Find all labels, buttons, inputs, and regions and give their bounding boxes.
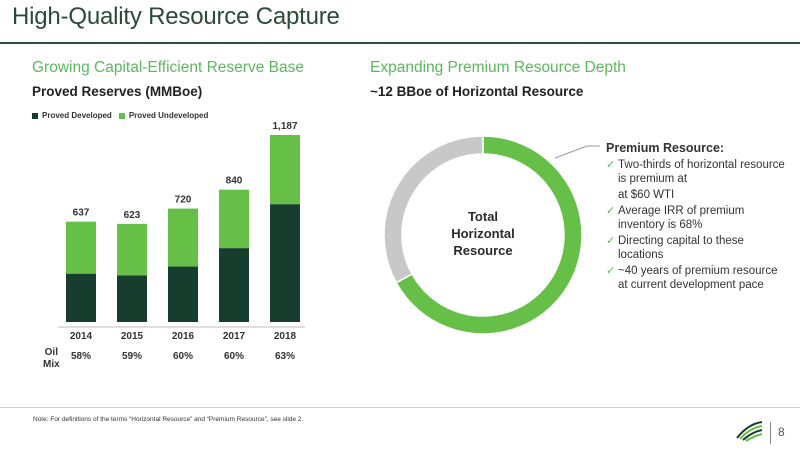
donut-center-line2: Horizontal bbox=[451, 226, 515, 241]
oil-mix-value: 60% bbox=[173, 351, 193, 362]
x-tick-label: 2017 bbox=[223, 331, 246, 342]
bar-proved-developed bbox=[66, 273, 96, 322]
bullet-text: Directing capital to these locations bbox=[618, 235, 744, 261]
bar-proved-developed bbox=[168, 266, 198, 322]
bullet-item: ✓ Two-thirds of horizontal resource is p… bbox=[600, 158, 790, 186]
company-logo-icon bbox=[736, 421, 763, 442]
page-number: 8 bbox=[778, 425, 785, 439]
bar-proved-undeveloped bbox=[270, 135, 300, 205]
slide-title: High-Quality Resource Capture bbox=[12, 3, 340, 30]
oil-mix-value: 63% bbox=[275, 351, 295, 362]
bar-proved-undeveloped bbox=[117, 223, 147, 276]
bar-proved-developed bbox=[117, 275, 147, 322]
oil-mix-label: Oil Mix bbox=[43, 347, 60, 371]
donut-center-label: Total Horizontal Resource bbox=[435, 208, 531, 259]
bar-total-label: 623 bbox=[124, 210, 141, 221]
bullets-title: Premium Resource: bbox=[606, 141, 725, 155]
premium-resource-bullets: Premium Resource: ✓ Two-thirds of horizo… bbox=[600, 141, 790, 294]
bar-total-label: 637 bbox=[73, 208, 90, 219]
page-number-separator bbox=[770, 422, 771, 444]
right-section-subtitle: ~12 BBoe of Horizontal Resource bbox=[370, 84, 584, 99]
bar-proved-undeveloped bbox=[168, 208, 198, 267]
title-rule bbox=[0, 42, 800, 44]
left-section-title: Growing Capital-Efficient Reserve Base bbox=[32, 59, 304, 76]
bullet-text: Average IRR of premium inventory is 68% bbox=[618, 205, 745, 231]
donut-center-line3: Resource bbox=[453, 243, 513, 258]
bar-proved-undeveloped bbox=[66, 221, 96, 274]
bullet-item: ✓ ~40 years of premium resource at curre… bbox=[600, 264, 790, 292]
right-section-title: Expanding Premium Resource Depth bbox=[370, 59, 626, 76]
bar-legend: Proved Developed Proved Undeveloped bbox=[32, 111, 208, 120]
legend-swatch-proved-undeveloped bbox=[118, 112, 125, 119]
footer-rule bbox=[0, 407, 800, 408]
oil-mix-value: 59% bbox=[122, 351, 142, 362]
bar-proved-undeveloped bbox=[219, 189, 249, 249]
callout-leader-line bbox=[554, 145, 600, 159]
bullet-continuation: at $60 WTI bbox=[618, 189, 675, 201]
checkmark-icon: ✓ bbox=[606, 159, 616, 171]
bar-total-label: 840 bbox=[226, 176, 243, 187]
oil-mix-label-line2: Mix bbox=[43, 359, 60, 370]
x-tick-label: 2015 bbox=[121, 331, 144, 342]
x-tick-label: 2018 bbox=[274, 331, 297, 342]
bar-proved-developed bbox=[219, 248, 249, 322]
bullet-item: ✓ Average IRR of premium inventory is 68… bbox=[600, 204, 790, 232]
legend-label-proved-developed: Proved Developed bbox=[42, 111, 112, 120]
checkmark-icon: ✓ bbox=[606, 265, 616, 277]
donut-center-line1: Total bbox=[467, 209, 499, 224]
x-tick-label: 2014 bbox=[70, 331, 93, 342]
bar-total-label: 1,187 bbox=[272, 121, 297, 132]
bar-proved-developed bbox=[270, 204, 300, 322]
oil-mix-value: 60% bbox=[224, 351, 244, 362]
x-tick-label: 2016 bbox=[172, 331, 195, 342]
oil-mix-value: 58% bbox=[71, 351, 91, 362]
donut-slice-premium bbox=[395, 135, 583, 335]
bullet-text: Two-thirds of horizontal resource is pre… bbox=[618, 159, 785, 185]
bullet-text: ~40 years of premium resource at current… bbox=[618, 265, 778, 291]
donut-slice-other bbox=[383, 135, 484, 284]
legend-label-proved-undeveloped: Proved Undeveloped bbox=[128, 111, 209, 120]
bar-total-label: 720 bbox=[175, 195, 192, 206]
left-section-subtitle: Proved Reserves (MMBoe) bbox=[32, 84, 203, 99]
footnote: Note: For definitions of the terms “Hori… bbox=[33, 416, 304, 423]
oil-mix-label-line1: Oil bbox=[44, 347, 58, 358]
bullet-item: ✓ Directing capital to these locations bbox=[600, 234, 790, 262]
checkmark-icon: ✓ bbox=[606, 235, 616, 247]
checkmark-icon: ✓ bbox=[606, 205, 616, 217]
legend-swatch-proved-developed bbox=[32, 112, 38, 119]
